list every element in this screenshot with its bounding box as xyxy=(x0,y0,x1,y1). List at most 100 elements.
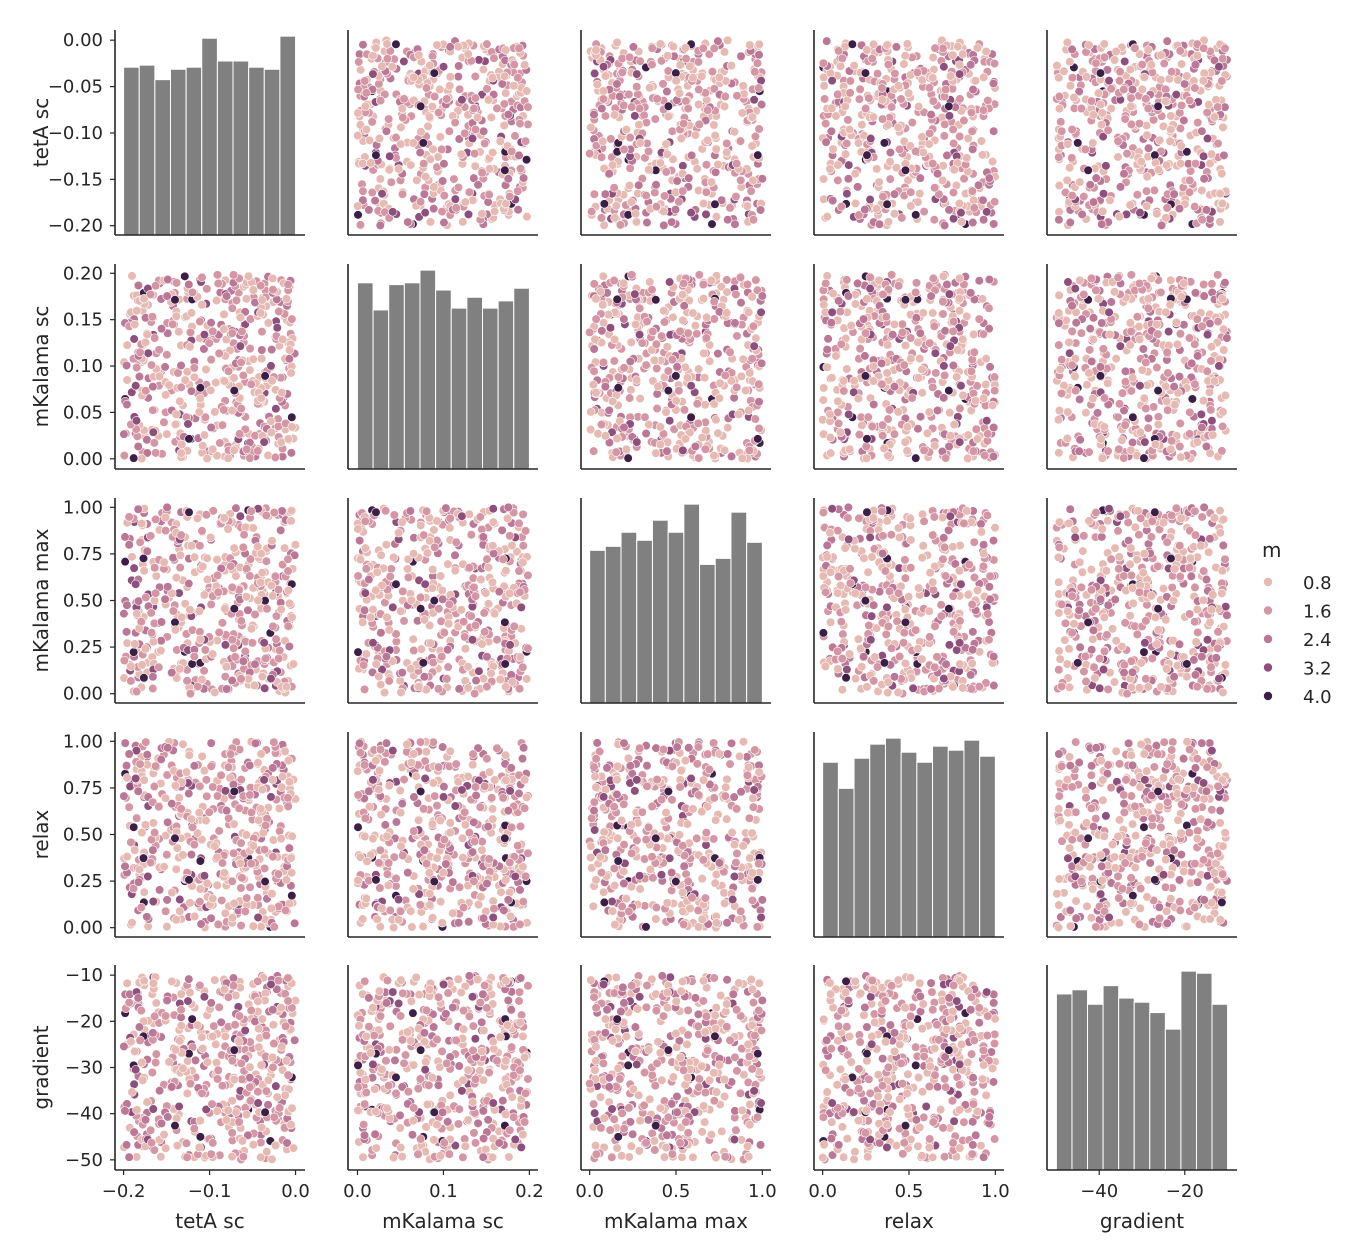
scatter-point xyxy=(954,294,964,304)
scatter-point xyxy=(987,157,998,167)
scatter-point xyxy=(1204,387,1215,397)
scatter-point xyxy=(513,205,523,215)
scatter-point xyxy=(171,409,181,419)
scatter-point xyxy=(1202,133,1213,144)
scatter-point xyxy=(899,360,909,370)
scatter-point xyxy=(938,43,948,54)
scatter-point xyxy=(1139,72,1149,82)
scatter-point xyxy=(259,437,269,447)
scatter-point xyxy=(425,154,435,164)
scatter-point xyxy=(889,209,900,219)
scatter-point xyxy=(206,385,216,395)
scatter-point xyxy=(825,164,835,174)
scatter-point xyxy=(361,124,371,135)
scatter-point xyxy=(386,177,396,187)
scatter-point xyxy=(364,135,375,145)
scatter-point xyxy=(470,124,481,135)
scatter-point xyxy=(197,526,207,536)
scatter-point xyxy=(214,348,224,359)
scatter-point xyxy=(625,52,635,62)
scatter-point xyxy=(478,126,489,136)
scatter-point xyxy=(140,337,151,347)
scatter-point xyxy=(925,338,935,348)
scatter-point xyxy=(661,139,671,149)
scatter-point xyxy=(501,45,511,55)
scatter-point xyxy=(850,299,861,309)
scatter-point xyxy=(1162,36,1172,46)
scatter-point xyxy=(1113,272,1123,283)
scatter-point xyxy=(597,104,607,114)
scatter-point xyxy=(818,395,828,405)
scatter-point xyxy=(195,634,205,644)
scatter-point xyxy=(428,565,438,575)
scatter-point xyxy=(479,608,489,618)
scatter-point xyxy=(678,161,688,171)
scatter-point xyxy=(394,164,404,174)
scatter-point xyxy=(277,506,287,516)
scatter-point xyxy=(904,88,914,98)
scatter-point xyxy=(655,439,665,450)
histogram-bar xyxy=(279,35,297,236)
scatter-point xyxy=(516,602,526,612)
scatter-point xyxy=(658,79,668,89)
scatter-point xyxy=(1215,217,1225,227)
scatter-point xyxy=(176,382,186,392)
scatter-point xyxy=(681,54,691,64)
scatter-point xyxy=(698,279,708,290)
scatter-point xyxy=(911,278,922,288)
scatter-point xyxy=(199,590,210,600)
scatter-point xyxy=(1185,429,1195,439)
scatter-point xyxy=(631,375,642,385)
scatter-point xyxy=(843,115,853,125)
scatter-point xyxy=(981,379,991,390)
scatter-point xyxy=(137,518,147,529)
scatter-point xyxy=(1146,60,1156,70)
scatter-point xyxy=(906,187,916,197)
scatter-point xyxy=(631,217,642,227)
scatter-point xyxy=(969,329,979,340)
scatter-point xyxy=(490,206,500,217)
scatter-point xyxy=(1156,50,1166,60)
scatter-point xyxy=(186,386,197,396)
histogram-bar xyxy=(482,307,499,470)
scatter-point xyxy=(1206,149,1217,159)
scatter-point xyxy=(701,160,712,170)
scatter-point xyxy=(702,312,712,322)
scatter-point xyxy=(469,173,479,183)
scatter-point xyxy=(1054,448,1064,458)
scatter-point xyxy=(1153,165,1163,175)
scatter-point xyxy=(662,446,672,456)
scatter-point xyxy=(946,431,956,441)
scatter-point xyxy=(156,324,167,334)
scatter-point xyxy=(287,314,297,324)
scatter-point xyxy=(1185,95,1195,106)
scatter-point xyxy=(734,409,744,419)
scatter-point xyxy=(1134,321,1144,332)
scatter-point xyxy=(487,73,498,83)
scatter-point xyxy=(981,46,991,57)
scatter-point xyxy=(1105,195,1115,205)
scatter-point xyxy=(1202,330,1213,340)
scatter-point xyxy=(477,209,487,219)
scatter-point xyxy=(1054,340,1064,350)
scatter-point xyxy=(893,81,904,91)
scatter-point xyxy=(970,396,981,406)
scatter-point xyxy=(1077,209,1087,220)
scatter-point xyxy=(1099,39,1109,49)
y-tick-label: −0.15 xyxy=(48,169,103,190)
scatter-point xyxy=(1197,321,1207,331)
scatter-point xyxy=(223,453,233,463)
scatter-point xyxy=(1126,326,1136,337)
y-tick-label: 0.00 xyxy=(63,30,103,51)
scatter-point xyxy=(1190,379,1200,389)
scatter-point xyxy=(177,612,187,622)
scatter-point xyxy=(897,319,908,329)
scatter-point xyxy=(151,514,161,525)
scatter-point xyxy=(1088,393,1098,404)
scatter-point xyxy=(271,634,281,644)
scatter-point xyxy=(415,147,425,158)
scatter-point xyxy=(649,355,660,365)
scatter-point xyxy=(170,625,181,635)
scatter-point xyxy=(358,40,368,50)
scatter-point xyxy=(736,371,746,381)
